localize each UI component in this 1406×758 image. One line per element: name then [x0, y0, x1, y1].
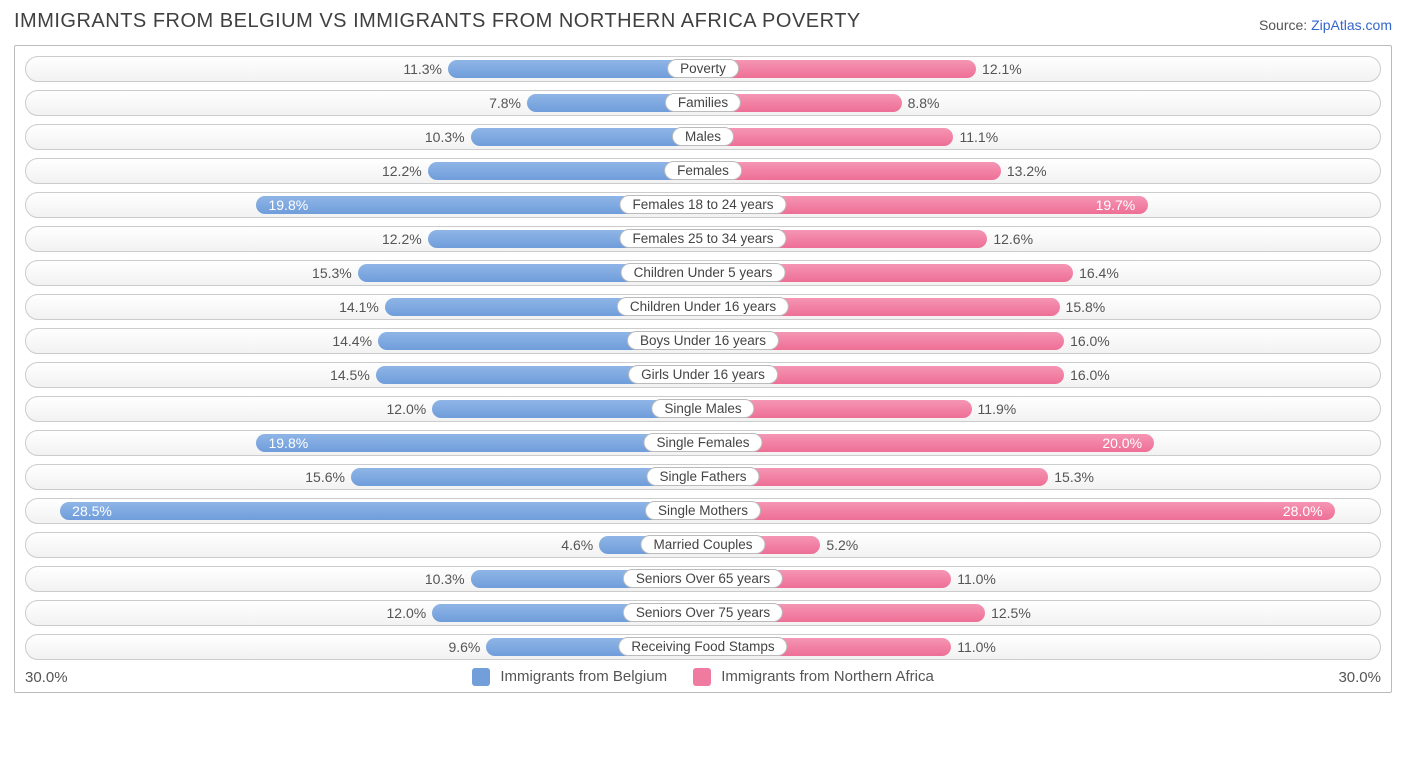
- value-label-right: 15.8%: [1066, 295, 1106, 319]
- bar-row: 9.6% 11.0% Receiving Food Stamps: [25, 634, 1381, 660]
- value-label-left: 14.1%: [339, 295, 379, 319]
- value-label-right: 16.0%: [1070, 363, 1110, 387]
- category-label: Single Females: [643, 433, 762, 452]
- axis-max-left: 30.0%: [25, 669, 68, 686]
- legend-swatch-left: [472, 668, 490, 686]
- value-label-right: 11.0%: [957, 635, 996, 659]
- value-label-left: 12.0%: [387, 397, 427, 421]
- header: IMMIGRANTS FROM BELGIUM VS IMMIGRANTS FR…: [14, 10, 1392, 33]
- legend-label-right: Immigrants from Northern Africa: [721, 668, 934, 685]
- value-label-left: 15.6%: [305, 465, 345, 489]
- category-label: Single Males: [651, 399, 754, 418]
- bar-row: 15.6% 15.3% Single Fathers: [25, 464, 1381, 490]
- value-label-left: 10.3%: [425, 125, 465, 149]
- bar-right: [703, 60, 976, 78]
- value-label-left: 12.2%: [382, 159, 422, 183]
- bar-left: [60, 502, 703, 520]
- bar-row: 11.3% 12.1% Poverty: [25, 56, 1381, 82]
- value-label-right: 11.0%: [957, 567, 996, 591]
- category-label: Seniors Over 75 years: [623, 603, 783, 622]
- legend-item-left: Immigrants from Belgium: [472, 668, 667, 686]
- bar-row: 19.8% 19.7% Females 18 to 24 years: [25, 192, 1381, 218]
- value-label-left: 14.5%: [330, 363, 370, 387]
- category-label: Males: [672, 127, 734, 146]
- value-label-left: 7.8%: [489, 91, 521, 115]
- value-label-right: 16.0%: [1070, 329, 1110, 353]
- category-label: Children Under 16 years: [617, 297, 789, 316]
- bar-right: [703, 434, 1154, 452]
- chart-title: IMMIGRANTS FROM BELGIUM VS IMMIGRANTS FR…: [14, 10, 861, 33]
- value-label-left: 19.8%: [268, 431, 308, 455]
- value-label-right: 5.2%: [826, 533, 858, 557]
- value-label-left: 4.6%: [561, 533, 593, 557]
- bar-rows: 11.3% 12.1% Poverty 7.8% 8.8% Families 10.3% 11…: [25, 56, 1381, 660]
- legend-swatch-right: [693, 668, 711, 686]
- legend-item-right: Immigrants from Northern Africa: [693, 668, 934, 686]
- value-label-right: 19.7%: [1096, 193, 1136, 217]
- value-label-left: 10.3%: [425, 567, 465, 591]
- value-label-right: 13.2%: [1007, 159, 1047, 183]
- axis-max-right: 30.0%: [1338, 669, 1381, 686]
- value-label-right: 12.1%: [982, 57, 1022, 81]
- value-label-right: 15.3%: [1054, 465, 1094, 489]
- category-label: Seniors Over 65 years: [623, 569, 783, 588]
- source: Source: ZipAtlas.com: [1259, 17, 1392, 33]
- category-label: Married Couples: [640, 535, 765, 554]
- bar-row: 12.2% 12.6% Females 25 to 34 years: [25, 226, 1381, 252]
- bar-row: 12.0% 11.9% Single Males: [25, 396, 1381, 422]
- value-label-left: 15.3%: [312, 261, 352, 285]
- category-label: Females: [664, 161, 742, 180]
- bar-row: 10.3% 11.1% Males: [25, 124, 1381, 150]
- value-label-right: 16.4%: [1079, 261, 1119, 285]
- legend: Immigrants from Belgium Immigrants from …: [472, 668, 934, 686]
- category-label: Families: [665, 93, 741, 112]
- bar-left: [428, 162, 703, 180]
- bar-row: 28.5% 28.0% Single Mothers: [25, 498, 1381, 524]
- value-label-right: 8.8%: [908, 91, 940, 115]
- bar-right: [703, 128, 953, 146]
- value-label-right: 20.0%: [1102, 431, 1142, 455]
- category-label: Boys Under 16 years: [627, 331, 779, 350]
- legend-label-left: Immigrants from Belgium: [500, 668, 667, 685]
- bar-row: 14.1% 15.8% Children Under 16 years: [25, 294, 1381, 320]
- value-label-left: 12.2%: [382, 227, 422, 251]
- bar-row: 19.8% 20.0% Single Females: [25, 430, 1381, 456]
- category-label: Females 25 to 34 years: [619, 229, 786, 248]
- category-label: Females 18 to 24 years: [619, 195, 786, 214]
- value-label-left: 19.8%: [268, 193, 308, 217]
- value-label-left: 14.4%: [332, 329, 372, 353]
- bar-row: 7.8% 8.8% Families: [25, 90, 1381, 116]
- bar-row: 14.5% 16.0% Girls Under 16 years: [25, 362, 1381, 388]
- bar-right: [703, 162, 1001, 180]
- bar-right: [703, 502, 1335, 520]
- bar-row: 14.4% 16.0% Boys Under 16 years: [25, 328, 1381, 354]
- bar-left: [448, 60, 703, 78]
- category-label: Single Fathers: [646, 467, 759, 486]
- chart-footer: 30.0% Immigrants from Belgium Immigrants…: [25, 668, 1381, 686]
- category-label: Single Mothers: [645, 501, 761, 520]
- value-label-right: 11.9%: [978, 397, 1017, 421]
- value-label-left: 9.6%: [448, 635, 480, 659]
- value-label-right: 12.6%: [993, 227, 1033, 251]
- value-label-right: 11.1%: [959, 125, 998, 149]
- category-label: Receiving Food Stamps: [618, 637, 787, 656]
- source-label: Source:: [1259, 17, 1307, 33]
- category-label: Girls Under 16 years: [628, 365, 778, 384]
- bar-row: 10.3% 11.0% Seniors Over 65 years: [25, 566, 1381, 592]
- bar-left: [256, 434, 703, 452]
- value-label-left: 28.5%: [72, 499, 112, 523]
- bar-row: 15.3% 16.4% Children Under 5 years: [25, 260, 1381, 286]
- value-label-left: 11.3%: [403, 57, 442, 81]
- value-label-left: 12.0%: [387, 601, 427, 625]
- value-label-right: 12.5%: [991, 601, 1031, 625]
- source-link[interactable]: ZipAtlas.com: [1311, 17, 1392, 33]
- value-label-right: 28.0%: [1283, 499, 1323, 523]
- category-label: Children Under 5 years: [621, 263, 786, 282]
- category-label: Poverty: [667, 59, 739, 78]
- bar-row: 12.2% 13.2% Females: [25, 158, 1381, 184]
- chart-area: 11.3% 12.1% Poverty 7.8% 8.8% Families 10.3% 11…: [14, 45, 1392, 693]
- bar-row: 12.0% 12.5% Seniors Over 75 years: [25, 600, 1381, 626]
- bar-left: [471, 128, 703, 146]
- bar-row: 4.6% 5.2% Married Couples: [25, 532, 1381, 558]
